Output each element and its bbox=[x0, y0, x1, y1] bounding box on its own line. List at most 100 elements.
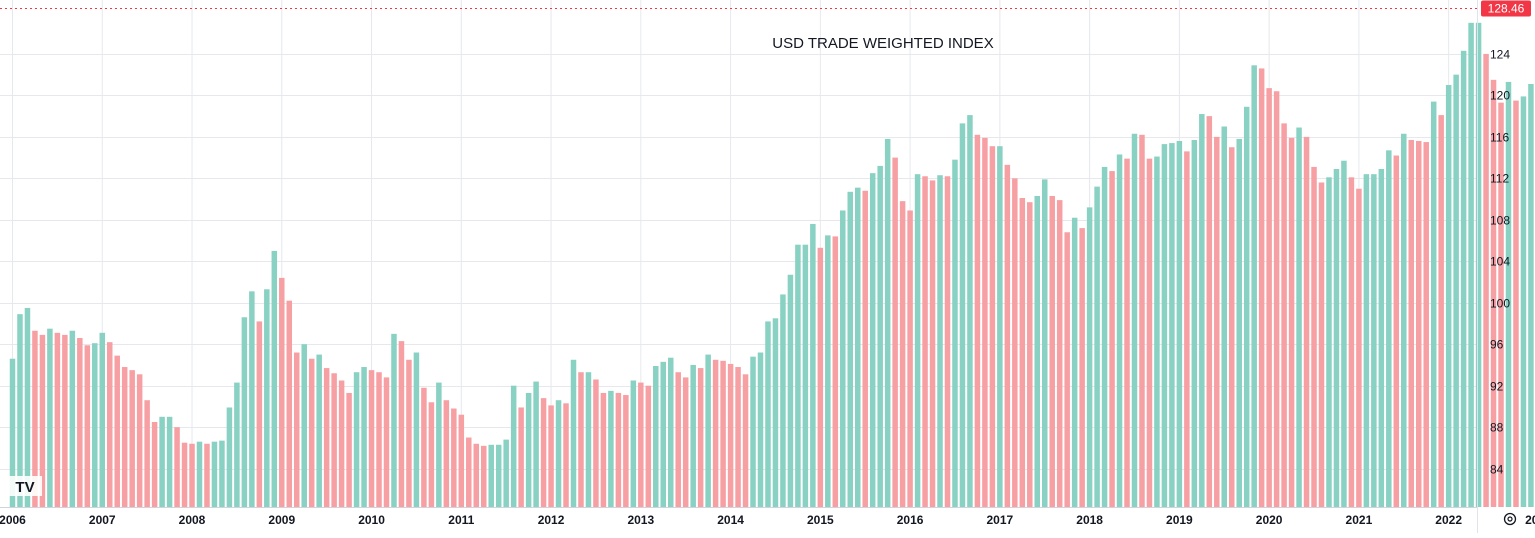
bar bbox=[682, 377, 689, 507]
bar bbox=[1228, 147, 1235, 508]
bar bbox=[1109, 171, 1115, 507]
bar bbox=[735, 367, 741, 507]
bar bbox=[1438, 115, 1444, 507]
bar bbox=[436, 382, 442, 507]
bar bbox=[398, 341, 405, 507]
bar bbox=[974, 134, 981, 508]
bar bbox=[1318, 182, 1325, 508]
bar bbox=[106, 342, 113, 507]
bar bbox=[346, 392, 352, 507]
bar bbox=[121, 367, 128, 507]
bar bbox=[1401, 133, 1407, 507]
bar bbox=[338, 380, 345, 507]
bar bbox=[1296, 127, 1302, 507]
bars bbox=[9, 22, 1534, 508]
bar bbox=[899, 201, 906, 507]
bar bbox=[219, 440, 225, 507]
x-tick-label: 2022 bbox=[1435, 513, 1462, 527]
bar bbox=[1184, 151, 1190, 507]
bar bbox=[1004, 164, 1011, 507]
bar bbox=[1288, 137, 1295, 507]
bar bbox=[480, 445, 487, 507]
bar bbox=[593, 379, 599, 507]
last-price-badge: 128.46 bbox=[1481, 0, 1531, 17]
bar bbox=[825, 235, 831, 508]
bar bbox=[750, 356, 756, 507]
bar bbox=[952, 159, 958, 508]
bar bbox=[1281, 123, 1287, 507]
bar bbox=[264, 289, 270, 507]
bar bbox=[780, 294, 786, 507]
bar bbox=[608, 390, 614, 507]
bar bbox=[989, 146, 996, 507]
bar bbox=[473, 443, 480, 507]
tradingview-logo-text: TV bbox=[15, 479, 34, 496]
bar bbox=[929, 180, 936, 507]
bar bbox=[1490, 79, 1497, 507]
bar bbox=[847, 191, 854, 507]
bar bbox=[623, 395, 629, 507]
bar bbox=[892, 157, 898, 507]
bar bbox=[181, 442, 188, 507]
bar bbox=[727, 363, 734, 507]
bar bbox=[84, 345, 91, 507]
bar bbox=[1041, 179, 1048, 507]
bar bbox=[690, 364, 696, 507]
bar bbox=[1251, 65, 1257, 507]
bar bbox=[451, 408, 457, 507]
bar bbox=[1348, 177, 1355, 508]
bar bbox=[1356, 188, 1362, 507]
last-price-value: 128.46 bbox=[1488, 2, 1525, 16]
bar bbox=[316, 354, 322, 507]
bar bbox=[1258, 68, 1265, 508]
bar bbox=[922, 176, 928, 507]
bar bbox=[174, 427, 180, 507]
y-tick-label: 112 bbox=[1490, 172, 1509, 186]
bar bbox=[136, 374, 143, 507]
settings-button[interactable] bbox=[1503, 512, 1517, 526]
bar bbox=[585, 372, 592, 507]
bar bbox=[1019, 198, 1026, 507]
y-tick-label: 120 bbox=[1490, 89, 1510, 103]
x-tick-label: 2010 bbox=[358, 513, 385, 527]
bar bbox=[1161, 144, 1168, 507]
bar bbox=[667, 357, 674, 507]
y-axis[interactable]: 84 88 92 96 100 104 108 112 116 120 124 bbox=[1490, 48, 1510, 477]
bar bbox=[510, 385, 517, 507]
bar bbox=[331, 373, 337, 507]
x-tick-label: 2012 bbox=[538, 513, 565, 527]
tradingview-logo[interactable]: TV bbox=[8, 476, 42, 496]
bar bbox=[1513, 100, 1519, 507]
bar bbox=[308, 358, 315, 507]
bar bbox=[630, 380, 637, 507]
bar bbox=[413, 352, 420, 507]
bar bbox=[817, 247, 824, 508]
bar bbox=[1221, 126, 1228, 508]
bar bbox=[301, 344, 307, 507]
bar bbox=[959, 123, 966, 507]
y-tick-label: 104 bbox=[1490, 255, 1510, 269]
bar bbox=[428, 402, 435, 507]
bar bbox=[24, 307, 31, 507]
bar bbox=[615, 392, 622, 507]
bar bbox=[39, 334, 46, 507]
bar bbox=[757, 352, 764, 507]
bar bbox=[503, 439, 509, 507]
bar bbox=[1528, 83, 1534, 507]
bar bbox=[1124, 158, 1130, 507]
bar bbox=[361, 367, 367, 507]
bar bbox=[1243, 106, 1250, 507]
bar bbox=[1056, 200, 1063, 507]
x-axis[interactable]: 2006 2007 2008 2009 2010 2011 2012 2013 2014 2015… bbox=[0, 513, 1535, 527]
bar bbox=[189, 443, 195, 507]
bar bbox=[802, 244, 809, 507]
bar bbox=[1086, 207, 1093, 508]
bar bbox=[279, 277, 285, 507]
x-tick-label: 2020 bbox=[1256, 513, 1283, 527]
bar bbox=[159, 416, 165, 507]
bar bbox=[997, 146, 1003, 507]
bar bbox=[32, 330, 38, 507]
y-tick-label: 124 bbox=[1490, 48, 1510, 62]
bar bbox=[765, 321, 771, 507]
x-tick-label: 2013 bbox=[627, 513, 654, 527]
